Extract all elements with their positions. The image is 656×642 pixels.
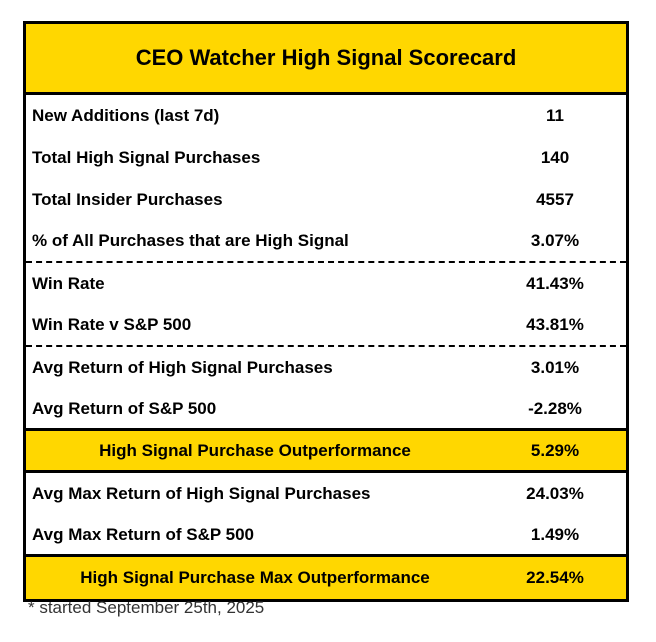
highlight-row-outperformance: High Signal Purchase Outperformance 5.29% [26,431,626,473]
scorecard-title: CEO Watcher High Signal Scorecard [26,24,626,95]
table-row: Avg Return of S&P 500 -2.28% [26,389,626,431]
row-value: 22.54% [526,568,584,587]
row-value: 24.03% [526,484,584,503]
row-value: 4557 [536,190,574,209]
highlight-row-max-outperformance: High Signal Purchase Max Outperformance 2… [26,557,626,599]
row-label: Win Rate v S&P 500 [32,315,192,334]
table-row: Avg Max Return of S&P 500 1.49% [26,515,626,557]
row-label: Avg Return of High Signal Purchases [32,358,333,377]
row-value: 43.81% [526,315,584,334]
row-label: % of All Purchases that are High Signal [32,231,349,250]
table-row: Total High Signal Purchases 140 [26,137,626,179]
row-value: 3.07% [530,231,580,250]
row-label: High Signal Purchase Max Outperformance [80,568,430,587]
row-value: -2.28% [528,398,582,418]
row-label: Total Insider Purchases [32,190,223,209]
table-row: Total Insider Purchases 4557 [26,179,626,221]
table-row: Avg Max Return of High Signal Purchases 2… [26,473,626,515]
row-value: 1.49% [530,524,580,544]
footnote: * started September 25th, 2025 [28,598,265,617]
row-label: Total High Signal Purchases [32,148,261,167]
scorecard-table: CEO Watcher High Signal Scorecard New Ad… [23,21,629,602]
row-value: 140 [540,148,570,167]
row-value: 41.43% [526,274,584,293]
table-row: Win Rate 41.43% [26,263,626,305]
row-label: Avg Max Return of High Signal Purchases [32,484,371,503]
row-label: Avg Max Return of S&P 500 [32,524,255,544]
row-label: High Signal Purchase Outperformance [99,440,411,460]
row-value: 11 [546,106,564,125]
table-row: % of All Purchases that are High Signal 3… [26,221,626,263]
row-label: Win Rate [32,274,105,293]
table-row: New Additions (last 7d) 11 [26,95,626,137]
table-row: Avg Return of High Signal Purchases 3.01% [26,347,626,389]
row-value: 3.01% [530,358,580,377]
row-value: 5.29% [530,440,580,460]
row-label: Avg Return of S&P 500 [32,398,217,418]
row-label: New Additions (last 7d) [32,106,220,125]
table-row: Win Rate v S&P 500 43.81% [26,305,626,347]
